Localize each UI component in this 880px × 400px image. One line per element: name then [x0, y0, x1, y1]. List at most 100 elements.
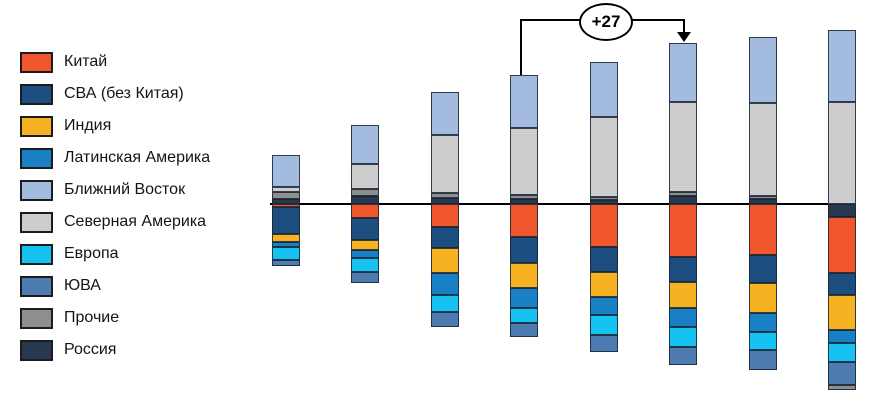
- bar-segment-europe: [272, 247, 300, 260]
- bar-segment-other: [510, 195, 538, 199]
- bar-segment-russia: [431, 198, 459, 204]
- bar-segment-mideast: [828, 30, 856, 102]
- bar-segment-india: [510, 263, 538, 288]
- bar-segment-india: [351, 240, 379, 250]
- bar-segment-northam: [510, 128, 538, 195]
- bar-segment-northam: [272, 187, 300, 192]
- legend-label: Европа: [64, 245, 119, 262]
- bar-segment-mideast: [590, 62, 618, 117]
- bar-segment-nea: [669, 257, 697, 282]
- bar-segment-sea: [510, 323, 538, 337]
- bar-segment-china: [828, 217, 856, 273]
- legend-item-mideast: Ближний Восток: [20, 174, 210, 206]
- bar-segment-latam: [669, 308, 697, 327]
- legend-item-northam: Северная Америка: [20, 206, 210, 238]
- bar-segment-nea: [510, 237, 538, 263]
- legend-label: Индия: [64, 117, 112, 134]
- zero-baseline: [270, 203, 856, 205]
- bar-segment-india: [828, 295, 856, 330]
- legend-item-china: Китай: [20, 46, 210, 78]
- bar-segment-other: [590, 197, 618, 200]
- legend-swatch-india: [20, 115, 53, 137]
- bar-segment-europe: [431, 295, 459, 312]
- bar-segment-nea: [431, 227, 459, 248]
- bar-segment-europe: [590, 315, 618, 335]
- legend-swatch-other: [20, 307, 53, 329]
- bar-segment-china: [272, 204, 300, 207]
- legend-swatch-russia: [20, 339, 53, 361]
- legend: Китай СВА (без Китая) Индия Латинская Амери…: [20, 46, 210, 366]
- bar-segment-india: [669, 282, 697, 308]
- legend-label: Прочие: [64, 309, 120, 326]
- bar-segment-europe: [669, 327, 697, 347]
- bar-segment-china: [590, 204, 618, 247]
- bar-segment-latam: [431, 273, 459, 295]
- bar-segment-northam: [351, 164, 379, 189]
- bar-segment-europe: [828, 343, 856, 362]
- bar-segment-russia: [510, 199, 538, 204]
- bar-segment-russia: [669, 196, 697, 204]
- legend-label: Китай: [64, 53, 108, 70]
- legend-item-other: Прочие: [20, 302, 210, 334]
- bar-segment-china: [749, 204, 777, 255]
- bar-segment-mideast: [669, 43, 697, 102]
- legend-swatch-sea: [20, 275, 53, 297]
- legend-label: СВА (без Китая): [64, 85, 184, 102]
- legend-swatch-northam: [20, 211, 53, 233]
- bar-segment-nea: [272, 207, 300, 234]
- bar-segment-latam: [828, 330, 856, 343]
- bar-segment-europe: [510, 308, 538, 323]
- bar-segment-china: [351, 204, 379, 218]
- bar-segment-latam: [351, 250, 379, 258]
- legend-item-nea: СВА (без Китая): [20, 78, 210, 110]
- legend-item-europe: Европа: [20, 238, 210, 270]
- bar-segment-other: [351, 189, 379, 196]
- bar-segment-northam: [431, 135, 459, 193]
- legend-item-india: Индия: [20, 110, 210, 142]
- bar-segment-other: [669, 192, 697, 196]
- bar-segment-europe: [351, 258, 379, 272]
- bar-segment-sea: [351, 272, 379, 283]
- bar-segment-mideast: [272, 155, 300, 187]
- bar-segment-latam: [510, 288, 538, 308]
- bar-segment-mideast: [510, 75, 538, 128]
- legend-item-latam: Латинская Америка: [20, 142, 210, 174]
- legend-label: ЮВА: [64, 277, 101, 294]
- bar-segment-china: [431, 204, 459, 227]
- bar-segment-northam: [590, 117, 618, 197]
- legend-swatch-china: [20, 51, 53, 73]
- bar-segment-latam: [272, 242, 300, 247]
- annotation-label: +27: [591, 12, 621, 31]
- annotation-connector-right: [683, 19, 685, 34]
- bar-segment-russia: [351, 196, 379, 204]
- bar-segment-india: [272, 234, 300, 242]
- legend-label: Ближний Восток: [64, 181, 186, 198]
- bar-segment-northam: [749, 103, 777, 196]
- bar-segment-russia: [828, 204, 856, 217]
- bar-segment-northam: [828, 102, 856, 204]
- bar-segment-sea: [431, 312, 459, 327]
- bar-segment-other: [749, 196, 777, 199]
- bar-segment-nea: [590, 247, 618, 272]
- bar-segment-india: [749, 283, 777, 313]
- bar-segment-sea: [590, 335, 618, 352]
- bar-segment-other: [431, 193, 459, 198]
- bar-segment-china: [669, 204, 697, 257]
- bar-segment-northam: [669, 102, 697, 192]
- bar-segment-china: [510, 204, 538, 237]
- bar-segment-nea: [828, 273, 856, 295]
- bar-segment-india: [590, 272, 618, 297]
- bar-segment-europe: [749, 332, 777, 350]
- bar-segment-sea: [828, 362, 856, 385]
- bar-segment-latam: [590, 297, 618, 315]
- bar-segment-other: [828, 385, 856, 390]
- annotation-connector-left: [520, 19, 522, 75]
- bar-segment-other: [272, 192, 300, 199]
- legend-item-russia: Россия: [20, 334, 210, 366]
- bar-segment-mideast: [351, 125, 379, 164]
- legend-label: Россия: [64, 341, 117, 358]
- bar-segment-sea: [669, 347, 697, 365]
- legend-item-sea: ЮВА: [20, 270, 210, 302]
- legend-swatch-europe: [20, 243, 53, 265]
